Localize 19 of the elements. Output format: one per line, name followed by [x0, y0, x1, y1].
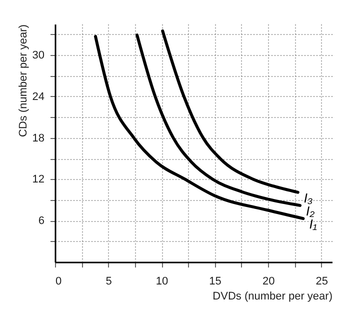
line-series	[161, 29, 300, 194]
x-tick-label: 10	[156, 276, 168, 288]
series-label: I₂	[306, 203, 315, 218]
line-series	[136, 34, 302, 207]
x-tick-label: 15	[209, 276, 222, 288]
y-axis-title: CDs (number per year)	[17, 24, 30, 137]
y-tick-label: 12	[32, 174, 44, 186]
series-label: I₃	[304, 190, 313, 206]
x-axis-title: DVDs (number per year)	[212, 290, 332, 302]
y-tick-label: 18	[32, 132, 44, 144]
x-tick-label: 5	[106, 276, 112, 288]
y-tick-label: 24	[32, 90, 44, 103]
y-tick-label: 30	[32, 50, 44, 62]
series-label: I₁	[309, 216, 317, 232]
x-tick-label: 25	[316, 276, 328, 288]
x-tick-label: 0	[56, 276, 62, 288]
line-series	[94, 34, 305, 220]
y-tick-label: 6	[38, 215, 44, 228]
x-tick-label: 20	[262, 276, 275, 288]
